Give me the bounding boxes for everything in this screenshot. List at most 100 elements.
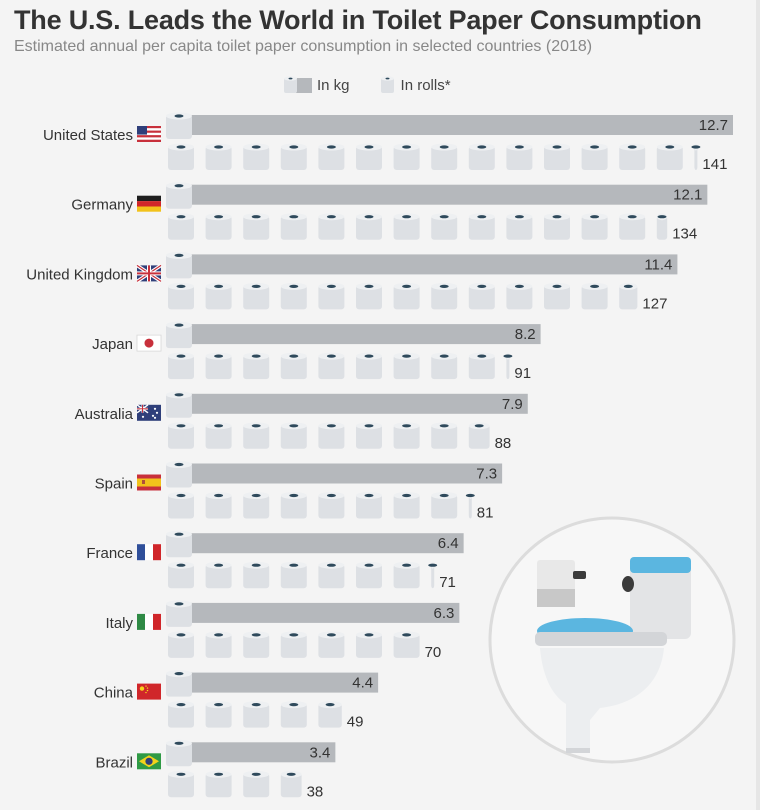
roll-icon <box>280 213 307 240</box>
roll-icon <box>544 282 570 310</box>
partial-roll-icon <box>619 282 638 310</box>
rolls-value-label: 81 <box>477 505 494 522</box>
country-label: United States <box>43 127 133 144</box>
roll-icon <box>168 561 194 589</box>
kg-value-label: 12.1 <box>673 187 702 204</box>
legend-label-kg: In kg <box>317 76 350 94</box>
roll-icon <box>168 492 194 519</box>
legend-item-kg: In kg <box>284 76 350 94</box>
rolls-value-label: 141 <box>702 156 727 173</box>
roll-icon <box>431 352 458 380</box>
roll-icon <box>243 352 270 380</box>
partial-roll-icon <box>428 561 438 589</box>
country-label: Japan <box>92 336 133 353</box>
roll-icon <box>656 143 683 170</box>
italy-flag-icon <box>137 613 161 630</box>
rolls-value-label: 49 <box>347 714 364 731</box>
roll-icon <box>243 770 270 798</box>
roll-icon <box>544 143 570 170</box>
kg-bar <box>190 254 678 275</box>
roll-icon <box>318 631 345 658</box>
kg-roll-icon <box>166 461 192 488</box>
kg-bar <box>190 602 460 623</box>
legend-label-rolls: In rolls* <box>400 76 451 94</box>
roll-icon <box>205 422 232 449</box>
roll-icon <box>168 143 194 170</box>
roll-icon <box>280 282 307 310</box>
roll-icon <box>280 143 307 170</box>
roll-icon <box>468 213 495 240</box>
partial-roll-icon <box>503 352 513 380</box>
roll-icon <box>243 282 270 310</box>
roll-icon <box>318 352 345 380</box>
kg-roll-icon <box>166 739 192 767</box>
kg-bar <box>190 672 379 693</box>
us-flag-icon <box>137 126 161 142</box>
kg-bar <box>190 742 336 763</box>
country-label: Spain <box>95 476 133 493</box>
roll-icon <box>205 213 232 240</box>
roll-icon <box>318 282 345 310</box>
australia-flag-icon <box>136 404 161 421</box>
roll-icon <box>168 213 194 240</box>
country-label: Italy <box>105 615 133 632</box>
uk-flag-icon <box>136 263 162 283</box>
kg-value-label: 11.4 <box>644 256 672 273</box>
japan-flag-icon <box>136 334 162 352</box>
kg-roll-icon <box>166 112 192 139</box>
roll-icon <box>205 282 232 310</box>
roll-icon <box>393 282 420 310</box>
kg-bar <box>190 463 503 484</box>
roll-icon <box>356 561 382 589</box>
kg-value-label: 12.7 <box>699 117 728 134</box>
france-flag-icon <box>137 544 161 561</box>
roll-icon <box>356 422 382 449</box>
roll-icon <box>168 631 194 658</box>
roll-icon <box>168 422 194 449</box>
kg-roll-icon <box>166 670 192 697</box>
roll-icon <box>280 631 307 658</box>
kg-roll-icon <box>166 251 192 279</box>
roll-icon <box>205 770 232 798</box>
roll-icon <box>468 282 495 310</box>
roll-icon <box>318 213 345 240</box>
country-label: Germany <box>71 197 133 214</box>
roll-icon <box>318 143 345 170</box>
rolls-value-label: 91 <box>514 365 531 382</box>
kg-value-label: 6.3 <box>434 605 455 622</box>
roll-icon <box>205 561 232 589</box>
germany-flag-icon <box>137 195 161 212</box>
roll-icon <box>243 631 270 658</box>
roll-icon <box>393 492 420 519</box>
partial-roll-icon <box>468 422 490 449</box>
roll-icon <box>356 631 382 658</box>
partial-roll-icon <box>318 701 342 728</box>
spain-flag-icon <box>137 474 161 491</box>
kg-bar <box>190 533 464 554</box>
kg-value-label: 7.9 <box>502 396 523 413</box>
roll-icon <box>431 143 458 170</box>
roll-icon <box>243 492 270 519</box>
roll-icon <box>205 701 232 728</box>
rolls-value-label: 70 <box>425 644 442 661</box>
kg-value-label: 6.4 <box>438 535 459 552</box>
roll-icon <box>243 422 270 449</box>
kg-value-label: 3.4 <box>310 744 331 761</box>
roll-icon <box>393 143 420 170</box>
roll-with-bar-icon <box>284 76 312 93</box>
country-label: France <box>86 545 133 562</box>
roll-icon <box>168 770 194 798</box>
roll-icon <box>468 143 495 170</box>
country-label: Brazil <box>95 754 133 771</box>
rolls-value-label: 134 <box>672 226 697 243</box>
roll-icon <box>356 143 382 170</box>
chart-subtitle: Estimated annual per capita toilet paper… <box>14 38 593 55</box>
kg-bar <box>190 115 733 135</box>
roll-icon <box>393 352 420 380</box>
kg-value-label: 7.3 <box>476 466 497 483</box>
roll-icon <box>356 282 382 310</box>
kg-value-label: 4.4 <box>352 675 373 692</box>
kg-roll-icon <box>166 530 192 558</box>
roll-icon <box>168 701 194 728</box>
